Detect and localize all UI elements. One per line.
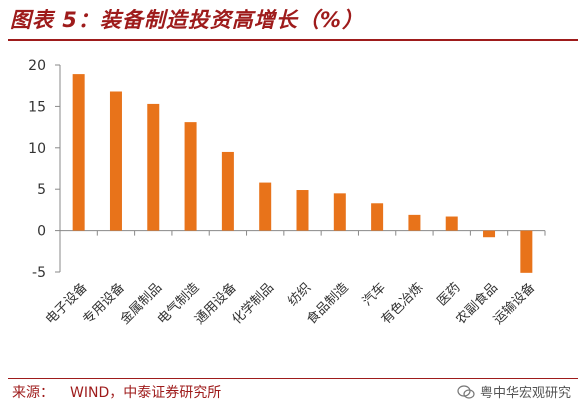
x-category-label: 食品制造 (304, 280, 352, 328)
chart-title: 图表 5：装备制造投资高增长（%） (10, 8, 364, 32)
y-axis: -5 0 5 10 15 20 (28, 58, 545, 281)
bar (147, 103, 160, 231)
source-value: WIND，中泰证券研究所 (70, 385, 222, 401)
y-tick-label: 20 (28, 58, 46, 74)
y-tick-label: 10 (28, 141, 46, 157)
bar (408, 214, 421, 231)
x-category-label: 医药 (435, 280, 464, 309)
bar (259, 182, 272, 231)
x-category-label: 纺织 (285, 280, 314, 309)
bar (72, 74, 85, 231)
y-tick-label: -5 (32, 265, 46, 281)
bar (520, 230, 533, 273)
y-tick-label: 5 (37, 182, 46, 198)
y-tick-label: 0 (37, 224, 46, 240)
wechat-icon (457, 384, 475, 399)
x-category-label: 汽车 (359, 280, 389, 310)
bar (109, 91, 122, 231)
bar (184, 122, 197, 231)
x-category-label: 运输设备 (490, 280, 538, 328)
watermark-text: 粤中华宏观研究 (479, 386, 571, 401)
source-note: 来源： WIND，中泰证券研究所 (12, 382, 221, 402)
bar (483, 230, 496, 238)
title-divider (8, 39, 578, 41)
bar (221, 151, 234, 231)
source-divider (8, 378, 578, 379)
watermark: 粤中华宏观研究 (457, 382, 571, 401)
x-category-label: 化学制品 (229, 280, 277, 328)
source-label: 来源： (12, 385, 54, 401)
bar (371, 203, 384, 231)
bar (445, 216, 458, 231)
x-category-label: 有色冶炼 (378, 280, 426, 328)
y-tick-label: 15 (28, 99, 46, 115)
bar (296, 190, 309, 231)
bar (333, 193, 346, 231)
bars (59, 74, 546, 273)
